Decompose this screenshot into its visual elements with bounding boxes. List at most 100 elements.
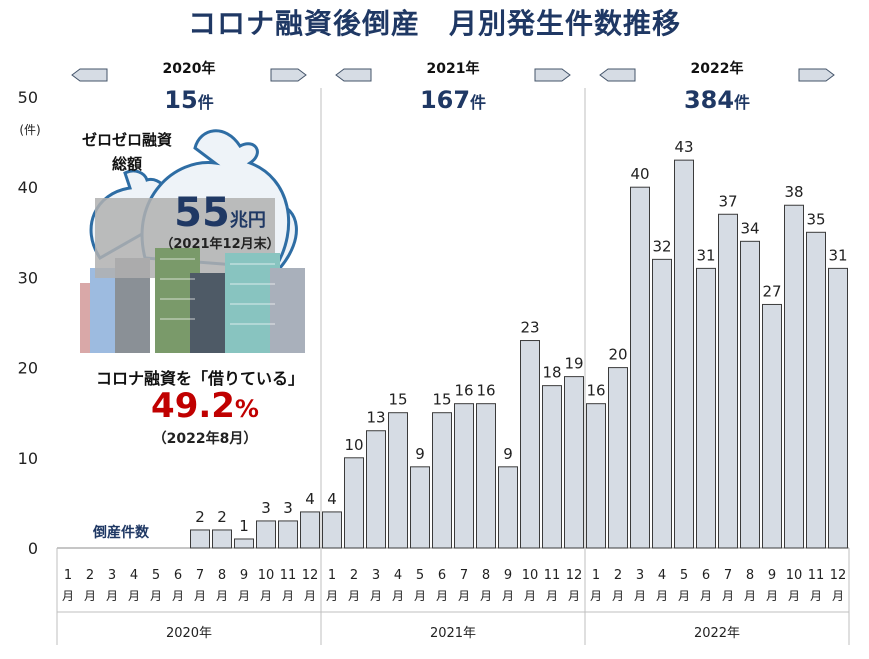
bar: [190, 529, 210, 549]
month-tick-suffix: 月: [370, 589, 382, 603]
y-tick-label: 50: [18, 88, 38, 107]
month-tick-label: 6: [174, 568, 182, 583]
bar: [256, 520, 276, 549]
month-tick-label: 9: [240, 568, 248, 583]
data-label: 31: [828, 246, 847, 264]
month-tick-label: 2: [350, 568, 358, 583]
month-tick-suffix: 月: [788, 589, 800, 603]
month-tick-suffix: 月: [634, 589, 646, 603]
bar: [674, 159, 694, 549]
month-tick-label: 7: [724, 568, 732, 583]
month-tick-suffix: 月: [348, 589, 360, 603]
month-tick-label: 7: [460, 568, 468, 583]
data-label: 16: [586, 382, 605, 400]
data-label: 15: [432, 391, 451, 409]
month-tick-suffix: 月: [810, 589, 822, 603]
year-header-label: 2021年: [427, 60, 480, 77]
data-label: 40: [630, 165, 649, 183]
year-axis-label: 2021年: [430, 626, 476, 641]
series-label: 倒産件数: [93, 525, 149, 541]
bar: [432, 412, 452, 549]
borrowing-date: （2022年8月）: [152, 431, 258, 447]
zero-zero-loan-label: ゼロゼロ融資: [81, 131, 172, 149]
month-tick-suffix: 月: [106, 589, 118, 603]
month-tick-suffix: 月: [700, 589, 712, 603]
bar: [608, 367, 628, 549]
month-tick-label: 3: [372, 568, 380, 583]
data-label: 34: [740, 219, 759, 237]
bar: [718, 213, 738, 549]
month-tick-label: 8: [746, 568, 754, 583]
month-tick-label: 11: [808, 568, 825, 583]
month-tick-suffix: 月: [260, 589, 272, 603]
data-label: 38: [784, 183, 803, 201]
bar: [476, 403, 496, 549]
zero-zero-total-label: 総額: [111, 155, 142, 173]
month-tick-label: 1: [64, 568, 72, 583]
month-tick-suffix: 月: [744, 589, 756, 603]
data-label: 9: [415, 445, 425, 463]
month-tick-label: 8: [482, 568, 490, 583]
next-arrow-icon: [270, 68, 307, 82]
month-tick-label: 5: [152, 568, 160, 583]
next-arrow-icon: [798, 68, 835, 82]
month-tick-label: 3: [636, 568, 644, 583]
chart-title: コロナ融資後倒産 月別発生件数推移: [187, 7, 681, 40]
month-tick-suffix: 月: [524, 589, 536, 603]
data-label: 31: [696, 246, 715, 264]
prev-arrow-icon: [71, 68, 108, 82]
bar: [278, 520, 298, 549]
bar: [652, 258, 672, 549]
year-total: 15件: [164, 86, 213, 114]
data-label: 15: [388, 391, 407, 409]
month-tick-suffix: 月: [436, 589, 448, 603]
month-tick-suffix: 月: [766, 589, 778, 603]
borrowing-value: 49.2: [151, 386, 235, 426]
month-tick-suffix: 月: [590, 589, 602, 603]
month-tick-suffix: 月: [546, 589, 558, 603]
bar: [542, 385, 562, 549]
month-tick-suffix: 月: [480, 589, 492, 603]
data-label: 1: [239, 517, 249, 535]
month-tick-suffix: 月: [458, 589, 470, 603]
month-tick-suffix: 月: [392, 589, 404, 603]
month-tick-label: 11: [280, 568, 297, 583]
data-label: 2: [195, 508, 205, 526]
bar: [454, 403, 474, 549]
bar: [234, 538, 254, 549]
month-tick-suffix: 月: [194, 589, 206, 603]
data-label: 43: [674, 138, 693, 156]
month-tick-suffix: 月: [326, 589, 338, 603]
year-total: 384件: [684, 86, 750, 114]
money-bags-buildings-illustration: [80, 129, 305, 353]
data-label: 4: [327, 490, 337, 508]
year-header-label: 2020年: [163, 60, 216, 77]
data-label: 3: [261, 499, 271, 517]
bar: [410, 466, 430, 549]
loan-amount-unit: 兆円: [229, 210, 266, 231]
month-tick-label: 9: [504, 568, 512, 583]
month-tick-label: 7: [196, 568, 204, 583]
bar: [740, 240, 760, 549]
month-tick-label: 10: [522, 568, 539, 583]
borrowing-label: コロナ融資を「借りている」: [95, 369, 304, 388]
y-tick-label: 40: [18, 178, 38, 197]
month-tick-label: 10: [258, 568, 275, 583]
data-label: 18: [542, 364, 561, 382]
month-tick-suffix: 月: [62, 589, 74, 603]
bar: [630, 186, 650, 549]
data-label: 3: [283, 499, 293, 517]
bar: [344, 457, 364, 549]
year-total: 167件: [420, 86, 486, 114]
month-tick-suffix: 月: [568, 589, 580, 603]
data-label: 16: [454, 382, 473, 400]
data-label: 20: [608, 346, 627, 364]
bar: [806, 231, 826, 549]
month-tick-suffix: 月: [414, 589, 426, 603]
y-tick-label: 20: [18, 359, 38, 378]
data-label: 13: [366, 409, 385, 427]
month-tick-label: 4: [658, 568, 666, 583]
month-tick-label: 2: [614, 568, 622, 583]
month-tick-suffix: 月: [150, 589, 162, 603]
